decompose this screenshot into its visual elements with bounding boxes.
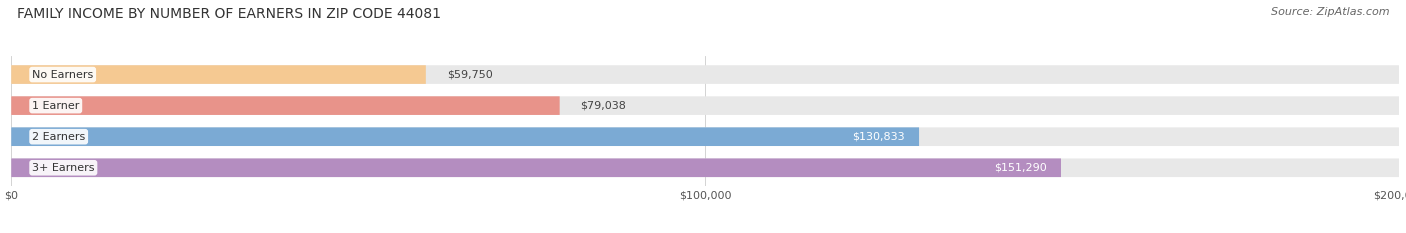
FancyBboxPatch shape xyxy=(11,65,426,84)
FancyBboxPatch shape xyxy=(11,96,560,115)
Text: $130,833: $130,833 xyxy=(852,132,905,142)
Text: No Earners: No Earners xyxy=(32,70,93,79)
FancyBboxPatch shape xyxy=(11,158,1062,177)
FancyBboxPatch shape xyxy=(11,96,1399,115)
Text: 3+ Earners: 3+ Earners xyxy=(32,163,94,173)
Text: $79,038: $79,038 xyxy=(581,101,626,111)
Text: Source: ZipAtlas.com: Source: ZipAtlas.com xyxy=(1271,7,1389,17)
Text: FAMILY INCOME BY NUMBER OF EARNERS IN ZIP CODE 44081: FAMILY INCOME BY NUMBER OF EARNERS IN ZI… xyxy=(17,7,441,21)
Text: 1 Earner: 1 Earner xyxy=(32,101,79,111)
Text: $59,750: $59,750 xyxy=(447,70,492,79)
Text: $151,290: $151,290 xyxy=(994,163,1047,173)
FancyBboxPatch shape xyxy=(11,127,920,146)
FancyBboxPatch shape xyxy=(11,127,1399,146)
Text: 2 Earners: 2 Earners xyxy=(32,132,86,142)
FancyBboxPatch shape xyxy=(11,65,1399,84)
FancyBboxPatch shape xyxy=(11,158,1399,177)
